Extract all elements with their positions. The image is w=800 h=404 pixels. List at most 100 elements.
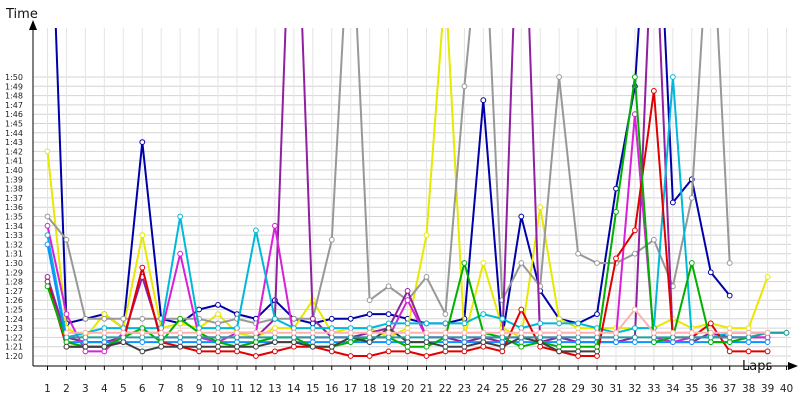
data-point bbox=[613, 185, 619, 192]
data-point bbox=[347, 315, 354, 322]
y-tick-label: 1:33 bbox=[5, 231, 23, 240]
y-axis-arrow bbox=[29, 20, 37, 30]
data-point bbox=[423, 339, 430, 346]
data-point bbox=[291, 325, 297, 332]
data-point bbox=[234, 343, 240, 350]
data-point bbox=[518, 339, 525, 346]
data-point bbox=[291, 343, 297, 350]
data-point bbox=[366, 339, 373, 346]
x-tick-label: 9 bbox=[196, 383, 203, 395]
y-tick-label: 1:22 bbox=[5, 333, 23, 342]
data-point bbox=[518, 329, 525, 336]
y-tick-label: 1:39 bbox=[5, 175, 23, 184]
data-point bbox=[404, 325, 411, 332]
data-point bbox=[442, 334, 449, 341]
data-point bbox=[177, 343, 184, 350]
data-point bbox=[651, 339, 657, 346]
data-point bbox=[594, 353, 600, 359]
data-point bbox=[215, 325, 221, 332]
x-tick-label: 10 bbox=[211, 383, 224, 395]
data-point bbox=[707, 329, 714, 336]
x-tick-label: 23 bbox=[458, 383, 471, 395]
x-tick-label: 38 bbox=[742, 383, 755, 395]
data-point bbox=[651, 88, 657, 94]
data-point bbox=[726, 334, 733, 341]
data-point bbox=[272, 348, 278, 355]
data-point bbox=[518, 334, 525, 341]
data-point bbox=[556, 315, 562, 322]
y-tick-label: 1:50 bbox=[5, 73, 23, 82]
data-point bbox=[556, 343, 562, 350]
data-point bbox=[632, 74, 638, 80]
data-point bbox=[480, 260, 487, 266]
data-point bbox=[347, 325, 354, 332]
data-point bbox=[366, 311, 373, 318]
data-point bbox=[745, 325, 752, 332]
y-tick-label: 1:41 bbox=[5, 157, 23, 166]
data-point bbox=[613, 334, 619, 341]
x-tick-label: 5 bbox=[120, 383, 127, 395]
data-point bbox=[707, 339, 714, 346]
data-point bbox=[63, 343, 70, 350]
data-point bbox=[594, 343, 600, 350]
data-point bbox=[44, 278, 51, 285]
data-point bbox=[594, 260, 600, 266]
data-point bbox=[575, 320, 581, 327]
data-point bbox=[537, 320, 544, 327]
data-point bbox=[215, 329, 221, 336]
data-point bbox=[177, 334, 184, 341]
x-tick-label: 19 bbox=[382, 383, 395, 395]
x-tick-label: 35 bbox=[685, 383, 698, 395]
data-point bbox=[745, 329, 752, 336]
data-point bbox=[82, 343, 89, 350]
data-point bbox=[556, 339, 562, 346]
data-point bbox=[688, 195, 695, 201]
data-point bbox=[385, 311, 392, 318]
data-point bbox=[82, 348, 89, 355]
y-tick-label: 1:30 bbox=[5, 259, 23, 268]
data-point bbox=[518, 343, 525, 350]
data-point bbox=[101, 315, 108, 322]
data-point bbox=[764, 334, 771, 341]
data-point bbox=[309, 334, 316, 341]
x-tick-label: 40 bbox=[780, 383, 793, 395]
data-point bbox=[461, 260, 468, 266]
data-point bbox=[499, 329, 506, 336]
data-point bbox=[404, 339, 411, 346]
data-point bbox=[670, 199, 676, 206]
data-point bbox=[139, 139, 146, 146]
data-point bbox=[575, 334, 581, 341]
data-point bbox=[177, 213, 184, 220]
data-point bbox=[632, 339, 638, 346]
data-point bbox=[423, 353, 430, 359]
x-tick-label: 36 bbox=[704, 383, 718, 395]
data-point bbox=[726, 325, 733, 332]
data-point bbox=[745, 348, 752, 355]
data-point bbox=[442, 320, 449, 327]
data-point bbox=[764, 348, 771, 355]
y-tick-label: 1:21 bbox=[5, 343, 23, 352]
x-tick-label: 22 bbox=[439, 383, 452, 395]
data-point bbox=[234, 325, 240, 332]
data-point bbox=[385, 283, 392, 290]
data-point bbox=[423, 232, 430, 239]
data-point bbox=[707, 334, 714, 341]
data-point bbox=[688, 334, 695, 341]
data-point bbox=[328, 236, 335, 243]
data-point bbox=[726, 292, 733, 299]
y-tick-label: 1:20 bbox=[5, 352, 23, 361]
data-point bbox=[215, 348, 221, 355]
data-point bbox=[423, 343, 430, 350]
data-point bbox=[101, 325, 108, 332]
data-point bbox=[480, 97, 487, 104]
x-tick-label: 20 bbox=[401, 383, 414, 395]
data-point bbox=[101, 334, 108, 341]
data-point bbox=[442, 348, 449, 355]
data-point bbox=[139, 329, 146, 336]
data-point bbox=[556, 348, 562, 355]
data-point bbox=[594, 329, 600, 336]
x-tick-label: 3 bbox=[82, 383, 89, 395]
data-point bbox=[139, 339, 146, 346]
data-point bbox=[404, 297, 411, 304]
data-point bbox=[726, 329, 733, 336]
